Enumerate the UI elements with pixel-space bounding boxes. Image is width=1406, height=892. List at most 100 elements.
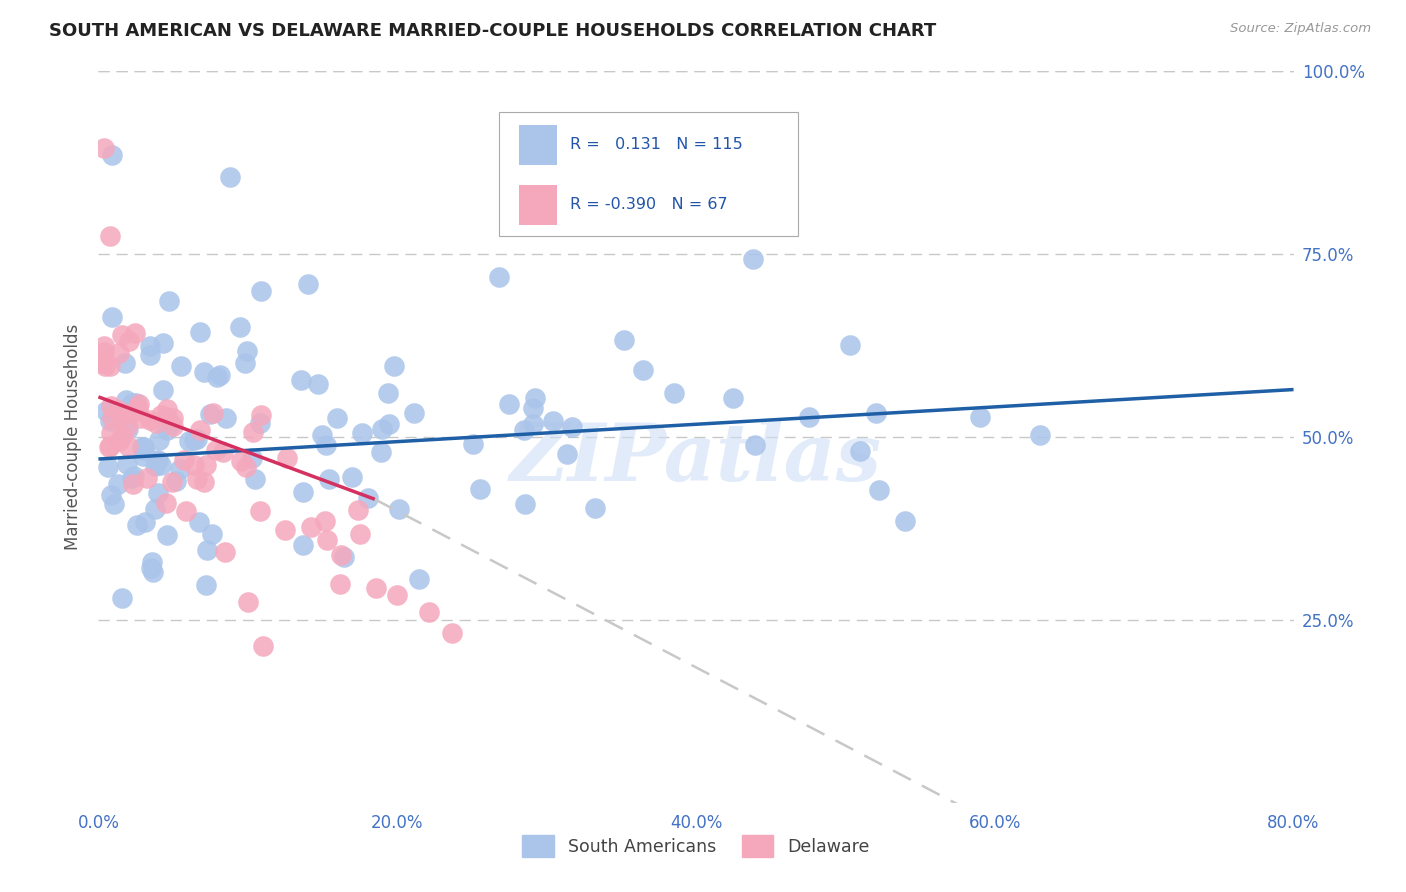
Point <box>838 338 860 352</box>
Point <box>371 421 394 435</box>
Point <box>114 392 136 407</box>
Point <box>330 548 353 562</box>
Point <box>631 362 654 376</box>
Point <box>101 148 124 162</box>
Point <box>377 417 399 432</box>
Point <box>98 439 121 453</box>
Point <box>342 470 364 484</box>
Point <box>214 545 236 559</box>
Point <box>193 475 215 489</box>
Point <box>93 141 115 155</box>
Point <box>242 425 264 439</box>
Point <box>108 346 131 360</box>
Point <box>117 422 139 436</box>
Point <box>131 440 153 454</box>
Point <box>366 581 388 595</box>
Point <box>97 440 120 454</box>
Point <box>515 497 537 511</box>
Point <box>523 391 546 405</box>
Legend: South Americans, Delaware: South Americans, Delaware <box>516 829 876 863</box>
Text: SOUTH AMERICAN VS DELAWARE MARRIED-COUPLE HOUSEHOLDS CORRELATION CHART: SOUTH AMERICAN VS DELAWARE MARRIED-COUPL… <box>49 22 936 40</box>
Point <box>152 383 174 397</box>
Point <box>583 501 606 516</box>
Point <box>156 423 179 437</box>
Point <box>169 462 191 476</box>
Point <box>233 356 256 370</box>
Point <box>188 325 211 339</box>
Point <box>723 391 745 405</box>
Point <box>291 538 314 552</box>
Point <box>156 401 179 416</box>
Point <box>136 470 159 484</box>
Point <box>350 426 373 441</box>
Point <box>148 453 170 467</box>
Point <box>382 359 405 373</box>
Point <box>200 527 222 541</box>
Point <box>202 406 225 420</box>
Point <box>107 476 129 491</box>
Point <box>219 170 242 185</box>
Point <box>148 433 170 447</box>
Point <box>418 606 440 620</box>
Point <box>145 454 167 468</box>
Point <box>193 365 215 379</box>
Point <box>188 516 211 530</box>
Point <box>463 437 485 451</box>
Point <box>744 438 766 452</box>
Point <box>1028 428 1050 442</box>
Point <box>408 572 430 586</box>
Point <box>121 406 143 420</box>
Point <box>170 359 193 373</box>
Point <box>160 475 183 489</box>
Point <box>195 458 218 472</box>
Point <box>316 533 339 548</box>
Point <box>100 414 122 428</box>
Point <box>274 523 297 537</box>
Point <box>561 419 583 434</box>
Point <box>314 514 336 528</box>
Point <box>93 359 115 373</box>
Point <box>132 440 155 454</box>
Point <box>315 438 337 452</box>
Point <box>865 406 887 420</box>
Bar <box>519 185 557 225</box>
Text: R = -0.390   N = 67: R = -0.390 N = 67 <box>571 197 728 212</box>
Point <box>498 397 520 411</box>
Point <box>212 444 235 458</box>
Point <box>114 356 136 370</box>
Point <box>152 336 174 351</box>
Point <box>357 491 380 505</box>
Point <box>183 458 205 473</box>
Point <box>139 561 162 575</box>
Text: ZIPatlas: ZIPatlas <box>510 420 882 498</box>
Point <box>98 359 121 373</box>
Point <box>349 527 371 541</box>
Point <box>236 344 259 359</box>
Point <box>138 412 160 426</box>
Point <box>107 403 129 417</box>
Text: R =   0.131   N = 115: R = 0.131 N = 115 <box>571 137 744 153</box>
Point <box>124 326 146 340</box>
Point <box>118 334 141 348</box>
Point <box>145 416 167 430</box>
Point <box>138 339 160 353</box>
Point <box>132 449 155 463</box>
Point <box>145 502 167 516</box>
Point <box>91 356 114 370</box>
Point <box>122 477 145 491</box>
Point <box>122 469 145 483</box>
Point <box>103 497 125 511</box>
Point <box>276 450 298 465</box>
Point <box>292 484 315 499</box>
Point <box>441 625 464 640</box>
Point <box>215 410 238 425</box>
Point <box>111 328 134 343</box>
Point <box>522 401 544 416</box>
Point <box>522 417 544 431</box>
Point <box>162 419 184 434</box>
Point <box>290 373 312 387</box>
Point <box>183 433 205 447</box>
Point <box>208 368 231 382</box>
Point <box>868 483 890 498</box>
Point <box>108 434 131 449</box>
